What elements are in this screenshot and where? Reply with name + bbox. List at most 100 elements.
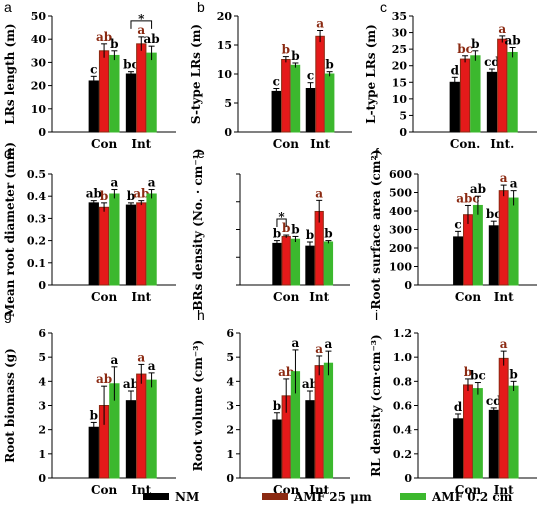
y-axis-label: RL density (cm·cm⁻³) [369, 334, 383, 476]
y-tick-label: 3 [226, 400, 234, 413]
legend-label: AMF 25 μm [293, 490, 372, 504]
bar [507, 51, 518, 133]
bar [272, 419, 282, 479]
bar [98, 206, 110, 286]
legend: NM AMF 25 μm AMF 0.2 cm [143, 490, 513, 504]
significance-label: ab [470, 182, 486, 196]
y-tick-label: 20 [31, 80, 47, 93]
bar [498, 357, 509, 479]
x-category-label: Con [91, 137, 118, 151]
bar [136, 202, 147, 286]
bar [323, 241, 334, 286]
bar [146, 379, 157, 479]
x-category-label: Con [273, 137, 300, 151]
significance-label: b [291, 49, 299, 63]
significance-label: c [307, 69, 314, 83]
significance-label: b [273, 399, 281, 413]
y-tick-label: 6 [226, 327, 234, 340]
panel-f: f 0 100 200 300 400 500 600 Root surface area (c… [369, 145, 537, 309]
significance-label: a [110, 176, 118, 190]
significance-label: ab [96, 372, 112, 386]
bar [508, 385, 519, 479]
x-category-label: Int [309, 483, 329, 497]
bar [88, 426, 99, 479]
significance-label: a [137, 350, 145, 364]
y-tick-label: 40 [31, 33, 47, 46]
y-tick-label: 0 [38, 472, 46, 485]
significance-star: * [138, 12, 145, 26]
bar [488, 225, 499, 286]
significance-label: bc [470, 369, 486, 383]
y-tick-label: 200 [389, 242, 412, 255]
panel-letter: e [197, 145, 205, 161]
significance-label: a [315, 186, 323, 200]
y-axis-label: S-type LRs (m) [189, 24, 203, 124]
significance-label: b [273, 227, 281, 241]
x-category-label: Int [309, 290, 329, 304]
bar [146, 52, 157, 133]
panel-letter: c [380, 0, 387, 15]
x-category-label: Int [131, 290, 151, 304]
significance-label: cd [486, 394, 502, 408]
bar [486, 71, 498, 133]
bar [324, 73, 335, 133]
significance-label: b [324, 227, 332, 241]
panel-letter: g [4, 307, 12, 323]
bar [281, 235, 291, 286]
y-tick-label: 15 [217, 39, 232, 52]
y-tick-label: 5 [224, 97, 232, 110]
y-tick-label: 25 [392, 43, 407, 56]
significance-label: ab [86, 187, 102, 201]
y-tick-label: 500 [389, 187, 412, 200]
significance-label: d [454, 400, 463, 414]
significance-label: a [316, 17, 324, 31]
bar [314, 365, 324, 479]
y-tick-label: 0 [399, 126, 407, 139]
y-axis-label: BRs density (No. · cm⁻¹) [191, 148, 205, 310]
significance-label: b [110, 37, 118, 51]
legend-swatch [262, 493, 288, 500]
y-tick-label: 0.2 [393, 448, 412, 461]
significance-label: ab [504, 33, 520, 47]
y-tick-label: 30 [31, 56, 47, 69]
panel-letter: f [375, 145, 379, 161]
bar [109, 54, 120, 133]
significance-label: a [325, 337, 333, 351]
y-tick-label: 400 [389, 205, 412, 218]
bar [125, 400, 137, 479]
bar [498, 190, 509, 286]
bar [146, 193, 157, 286]
y-axis-label: Root biomass (g) [3, 348, 17, 463]
y-tick-label: 1 [38, 448, 46, 461]
significance-label: cd [484, 55, 500, 69]
panel-letter: d [4, 145, 12, 161]
y-axis-label: Root volume (cm⁻³) [191, 340, 205, 471]
significance-label: a [110, 353, 118, 367]
y-tick-label: 0.1 [27, 257, 46, 270]
y-tick-label: 100 [389, 261, 412, 274]
significance-label: a [292, 336, 300, 350]
x-category-label: Int. [490, 137, 514, 151]
significance-label: a [500, 337, 508, 351]
significance-bracket [130, 20, 153, 29]
y-tick-label: 0.2 [27, 235, 46, 248]
significance-label: b [471, 37, 479, 51]
y-tick-label: 20 [217, 10, 233, 23]
bar [488, 409, 499, 479]
significance-label: a [148, 359, 156, 373]
bar [88, 202, 99, 286]
y-tick-label: 3 [38, 400, 46, 413]
significance-label: ab [302, 377, 318, 391]
bar [136, 373, 147, 479]
y-tick-label: 0 [38, 279, 46, 292]
significance-label: a [315, 342, 323, 356]
bar [453, 236, 464, 286]
y-tick-label: 300 [389, 224, 412, 237]
y-axis-label: L-type LRs (m) [364, 24, 378, 124]
bar [272, 242, 282, 286]
significance-label: b [282, 43, 290, 57]
bar [449, 81, 460, 133]
x-category-label: Con [91, 483, 118, 497]
